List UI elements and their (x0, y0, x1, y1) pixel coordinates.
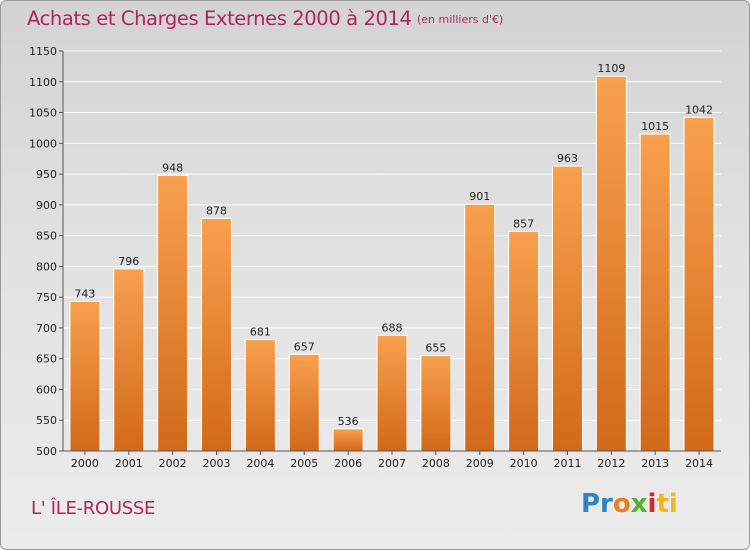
x-tick-label-2003: 2003 (203, 457, 231, 470)
bar-2001 (113, 268, 145, 452)
data-label-2011: 963 (557, 152, 578, 165)
y-tick-label-950: 950 (36, 168, 57, 181)
data-label-2002: 948 (162, 161, 183, 174)
proxiti-logo: Proxiti (581, 489, 678, 519)
x-tick-label-2011: 2011 (553, 457, 581, 470)
x-tick-label-2007: 2007 (378, 457, 406, 470)
chart-title: Achats et Charges Externes 2000 à 2014 (27, 7, 412, 30)
x-tick-label-2014: 2014 (685, 457, 713, 470)
y-tick-label-1100: 1100 (29, 76, 57, 89)
y-tick-label-800: 800 (36, 260, 57, 273)
bar-2004 (244, 339, 276, 452)
bars: 743 796 948 878 681 657 536 688 655 901 857 963 1109… (69, 62, 715, 452)
place-name: L' ÎLE-ROUSSE (31, 498, 156, 519)
data-label-2006: 536 (338, 415, 359, 428)
x-tick-label-2006: 2006 (334, 457, 362, 470)
bar-2007 (376, 334, 408, 452)
data-label-2014: 1042 (685, 103, 713, 116)
data-label-2007: 688 (382, 321, 403, 334)
y-tick-label-1050: 1050 (29, 107, 57, 120)
y-tick-label-600: 600 (36, 383, 57, 396)
y-tick-label-550: 550 (36, 414, 57, 427)
bar-2010 (508, 230, 540, 452)
x-tick-label-2009: 2009 (466, 457, 494, 470)
data-label-2010: 857 (513, 217, 534, 230)
data-label-2003: 878 (206, 204, 227, 217)
x-tick-label-2012: 2012 (597, 457, 625, 470)
data-label-2012: 1109 (597, 62, 625, 75)
y-tick-label-700: 700 (36, 322, 57, 335)
bar-2002 (157, 174, 189, 452)
data-label-2009: 901 (469, 190, 490, 203)
x-tick-label-2010: 2010 (510, 457, 538, 470)
x-tick-label-2013: 2013 (641, 457, 669, 470)
bar-2000 (69, 300, 101, 452)
bar-2009 (464, 203, 496, 452)
axes: 500 550 600 650 700 750 800 850 900 950 1000 1050 11… (29, 45, 721, 470)
bar-2005 (288, 353, 320, 452)
x-tick-label-2002: 2002 (159, 457, 187, 470)
bar-2003 (201, 217, 233, 452)
x-tick-label-2004: 2004 (246, 457, 274, 470)
y-tick-label-900: 900 (36, 199, 57, 212)
y-tick-label-1150: 1150 (29, 45, 57, 58)
x-tick-label-2008: 2008 (422, 457, 450, 470)
y-tick-label-850: 850 (36, 230, 57, 243)
y-tick-label-500: 500 (36, 445, 57, 458)
x-tick-label-2005: 2005 (290, 457, 318, 470)
data-label-2001: 796 (118, 255, 139, 268)
data-label-2000: 743 (74, 287, 95, 300)
bar-2011 (551, 165, 583, 452)
x-tick-label-2000: 2000 (71, 457, 99, 470)
chart-subtitle: (en milliers d'€) (417, 13, 504, 26)
bar-2013 (639, 133, 671, 452)
bar-2008 (420, 355, 452, 452)
y-tick-label-1000: 1000 (29, 137, 57, 150)
bar-2014 (683, 116, 715, 452)
data-label-2004: 681 (250, 326, 271, 339)
bar-2006 (332, 428, 364, 452)
y-tick-label-650: 650 (36, 353, 57, 366)
bar-2012 (595, 75, 627, 452)
data-label-2008: 655 (425, 342, 446, 355)
data-label-2013: 1015 (641, 120, 669, 133)
x-tick-label-2001: 2001 (115, 457, 143, 470)
y-tick-label-750: 750 (36, 291, 57, 304)
data-label-2005: 657 (294, 340, 315, 353)
